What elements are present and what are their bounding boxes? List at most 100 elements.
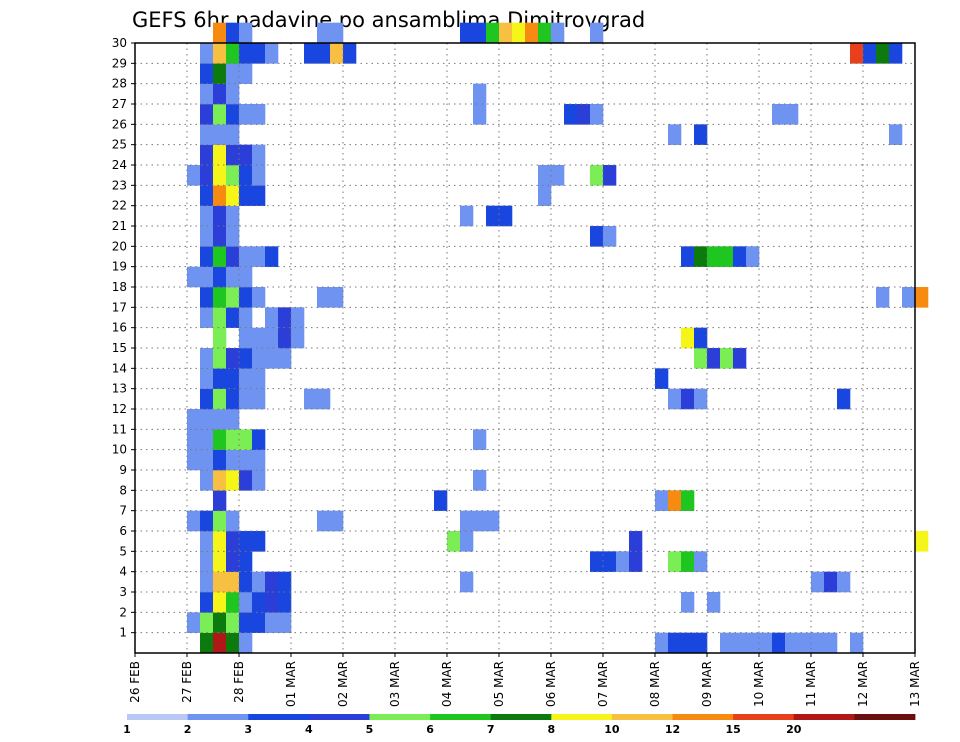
heatmap-cell bbox=[239, 551, 253, 572]
y-tick-label: 8 bbox=[119, 483, 127, 497]
heatmap-cell bbox=[226, 470, 240, 491]
y-tick-label: 25 bbox=[112, 138, 127, 152]
heatmap-cell bbox=[226, 612, 240, 633]
heatmap-cell bbox=[239, 429, 253, 450]
x-tick-label: 10 MAR bbox=[752, 661, 766, 707]
legend-label: 10 bbox=[604, 723, 620, 736]
y-tick-label: 29 bbox=[112, 56, 127, 70]
legend-label: 4 bbox=[305, 723, 313, 736]
heatmap-cell bbox=[213, 104, 227, 125]
heatmap-cell bbox=[200, 144, 214, 166]
heatmap-cell bbox=[239, 470, 253, 491]
heatmap-cell bbox=[252, 592, 266, 613]
heatmap-cell bbox=[330, 43, 344, 64]
heatmap-cell bbox=[200, 429, 214, 450]
heatmap-cell bbox=[252, 348, 266, 369]
heatmap-cell bbox=[473, 470, 487, 491]
heatmap-cell bbox=[226, 449, 240, 471]
heatmap-cell bbox=[837, 388, 851, 410]
x-tick-label: 26 FEB bbox=[128, 661, 142, 703]
heatmap-cell bbox=[200, 612, 214, 633]
x-tick-label: 06 MAR bbox=[544, 661, 558, 707]
heatmap-cell bbox=[265, 612, 279, 633]
heatmap-cell bbox=[213, 287, 227, 308]
heatmap-cell bbox=[265, 43, 279, 64]
heatmap-cell bbox=[252, 449, 266, 471]
heatmap-cell bbox=[213, 490, 227, 511]
chart-title: GEFS 6hr padavine po ansamblima Dimitrov… bbox=[132, 8, 645, 32]
heatmap-cell bbox=[226, 307, 240, 328]
y-tick-label: 7 bbox=[119, 504, 127, 518]
heatmap-cell bbox=[200, 592, 214, 613]
heatmap-cell bbox=[200, 632, 214, 654]
heatmap-cell bbox=[213, 246, 227, 267]
heatmap-cell bbox=[226, 287, 240, 308]
heatmap-cell bbox=[239, 104, 253, 125]
x-tick-label: 28 FEB bbox=[232, 661, 246, 703]
heatmap-cell bbox=[200, 449, 214, 471]
y-tick-label: 26 bbox=[112, 117, 127, 131]
heatmap-cell bbox=[213, 83, 227, 105]
heatmap-cell bbox=[876, 43, 890, 64]
heatmap-cell bbox=[239, 632, 253, 654]
heatmap-cell bbox=[252, 185, 266, 206]
heatmap-cell bbox=[525, 22, 539, 44]
heatmap-cell bbox=[707, 348, 721, 369]
heatmap-cell bbox=[200, 388, 214, 410]
heatmap-cell bbox=[252, 104, 266, 125]
legend-color-swatch bbox=[551, 714, 613, 720]
heatmap-cell bbox=[213, 531, 227, 552]
heatmap-cell bbox=[213, 510, 227, 532]
legend-color-swatch bbox=[490, 714, 552, 720]
color-legend: 1 2 3 4 5 6 7 8 10 12 15 20 bbox=[123, 714, 916, 736]
heatmap-cell bbox=[239, 388, 253, 410]
y-tick-label: 3 bbox=[119, 585, 127, 599]
y-tick-label: 23 bbox=[112, 178, 127, 192]
heatmap-cell bbox=[343, 43, 357, 64]
heatmap-cell bbox=[473, 83, 487, 105]
heatmap-cell bbox=[798, 632, 812, 654]
heatmap-cell bbox=[603, 165, 617, 186]
legend-label: 2 bbox=[184, 723, 192, 736]
heatmap-cell bbox=[213, 368, 227, 389]
heatmap-cell bbox=[226, 43, 240, 64]
heatmap-cell bbox=[681, 490, 695, 511]
x-tick-label: 09 MAR bbox=[700, 661, 714, 707]
heatmap-cell bbox=[785, 104, 799, 125]
heatmap-cell bbox=[252, 368, 266, 389]
heatmap-cell bbox=[616, 551, 630, 572]
heatmap-cell bbox=[889, 124, 903, 145]
heatmap-cell bbox=[278, 612, 292, 633]
heatmap-cell bbox=[226, 124, 240, 145]
heatmap-cell bbox=[304, 43, 318, 64]
heatmap-cell bbox=[239, 327, 253, 349]
heatmap-cell bbox=[499, 205, 513, 227]
legend-color-swatch bbox=[733, 714, 795, 720]
heatmap-cell bbox=[226, 63, 240, 84]
heatmap-cell bbox=[226, 22, 240, 44]
heatmap-cell bbox=[681, 592, 695, 613]
heatmap-cell bbox=[278, 571, 292, 593]
legend-color-swatch bbox=[248, 714, 310, 720]
heatmap-cell bbox=[785, 632, 799, 654]
heatmap-cell bbox=[590, 551, 604, 572]
heatmap-cell bbox=[720, 632, 734, 654]
heatmap-cell bbox=[668, 490, 682, 511]
heatmap-cell bbox=[200, 571, 214, 593]
heatmap-cell bbox=[694, 327, 708, 349]
heatmap-cell bbox=[226, 83, 240, 105]
heatmap-cell bbox=[200, 165, 214, 186]
heatmap-cell bbox=[876, 287, 890, 308]
y-tick-label: 16 bbox=[112, 321, 127, 335]
x-axis-ticks: 26 FEB 27 FEB 28 FEB 01 MAR 02 MAR 03 MAR 04 M… bbox=[128, 653, 922, 707]
heatmap-cell bbox=[681, 246, 695, 267]
heatmap-cell bbox=[317, 43, 331, 64]
heatmap-cell bbox=[200, 551, 214, 572]
heatmap-cell bbox=[252, 388, 266, 410]
heatmap-cell bbox=[226, 246, 240, 267]
heatmap-cell bbox=[629, 551, 643, 572]
heatmap-cell bbox=[226, 531, 240, 552]
heatmap-cell bbox=[239, 144, 253, 166]
heatmap-cell bbox=[473, 104, 487, 125]
